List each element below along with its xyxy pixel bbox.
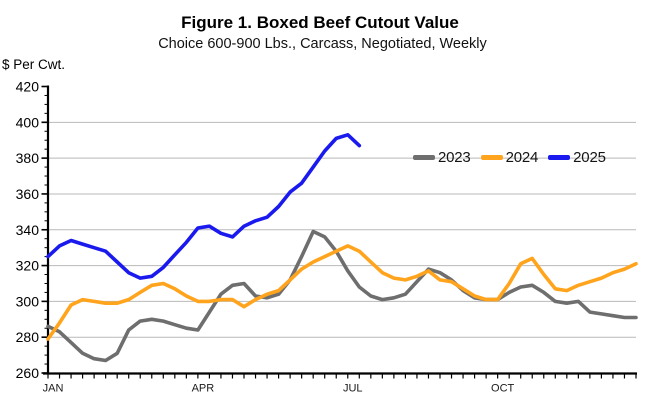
legend-label-2023: 2023 [438,149,471,166]
x-month-label: APR [192,383,215,395]
y-tick-label: 380 [16,150,40,166]
y-tick-label: 400 [16,114,40,130]
y-tick-label: 300 [16,293,40,309]
y-tick-label: 280 [16,329,40,345]
legend-label-2024: 2024 [505,149,539,166]
legend-swatch-2025 [548,155,571,160]
y-tick-label: 340 [16,222,40,238]
y-axis-unit-label: $ Per Cwt. [2,57,66,72]
chart-title: Figure 1. Boxed Beef Cutout Value [181,13,459,32]
legend-item-2023: 2023 [413,149,471,166]
series-line-2024 [46,244,638,341]
legend-swatch-2024 [480,155,503,160]
series-line-2025 [46,133,362,280]
y-tick-label: 360 [16,186,40,202]
y-tick-label: 320 [16,258,40,274]
chart-subtitle: Choice 600-900 Lbs., Carcass, Negotiated… [158,36,487,52]
legend-swatch-2023 [413,155,435,160]
x-month-label: JAN [43,383,64,395]
y-tick-label: 420 [16,79,40,95]
legend-item-2025: 2025 [548,149,606,166]
x-month-label: OCT [491,383,515,395]
y-tick-label: 260 [16,365,40,381]
x-month-label: JUL [343,383,363,395]
legend: 2023 2024 2025 [413,149,606,166]
legend-item-2024: 2024 [480,149,539,166]
legend-label-2025: 2025 [573,149,606,166]
series-line-2023 [46,229,638,363]
